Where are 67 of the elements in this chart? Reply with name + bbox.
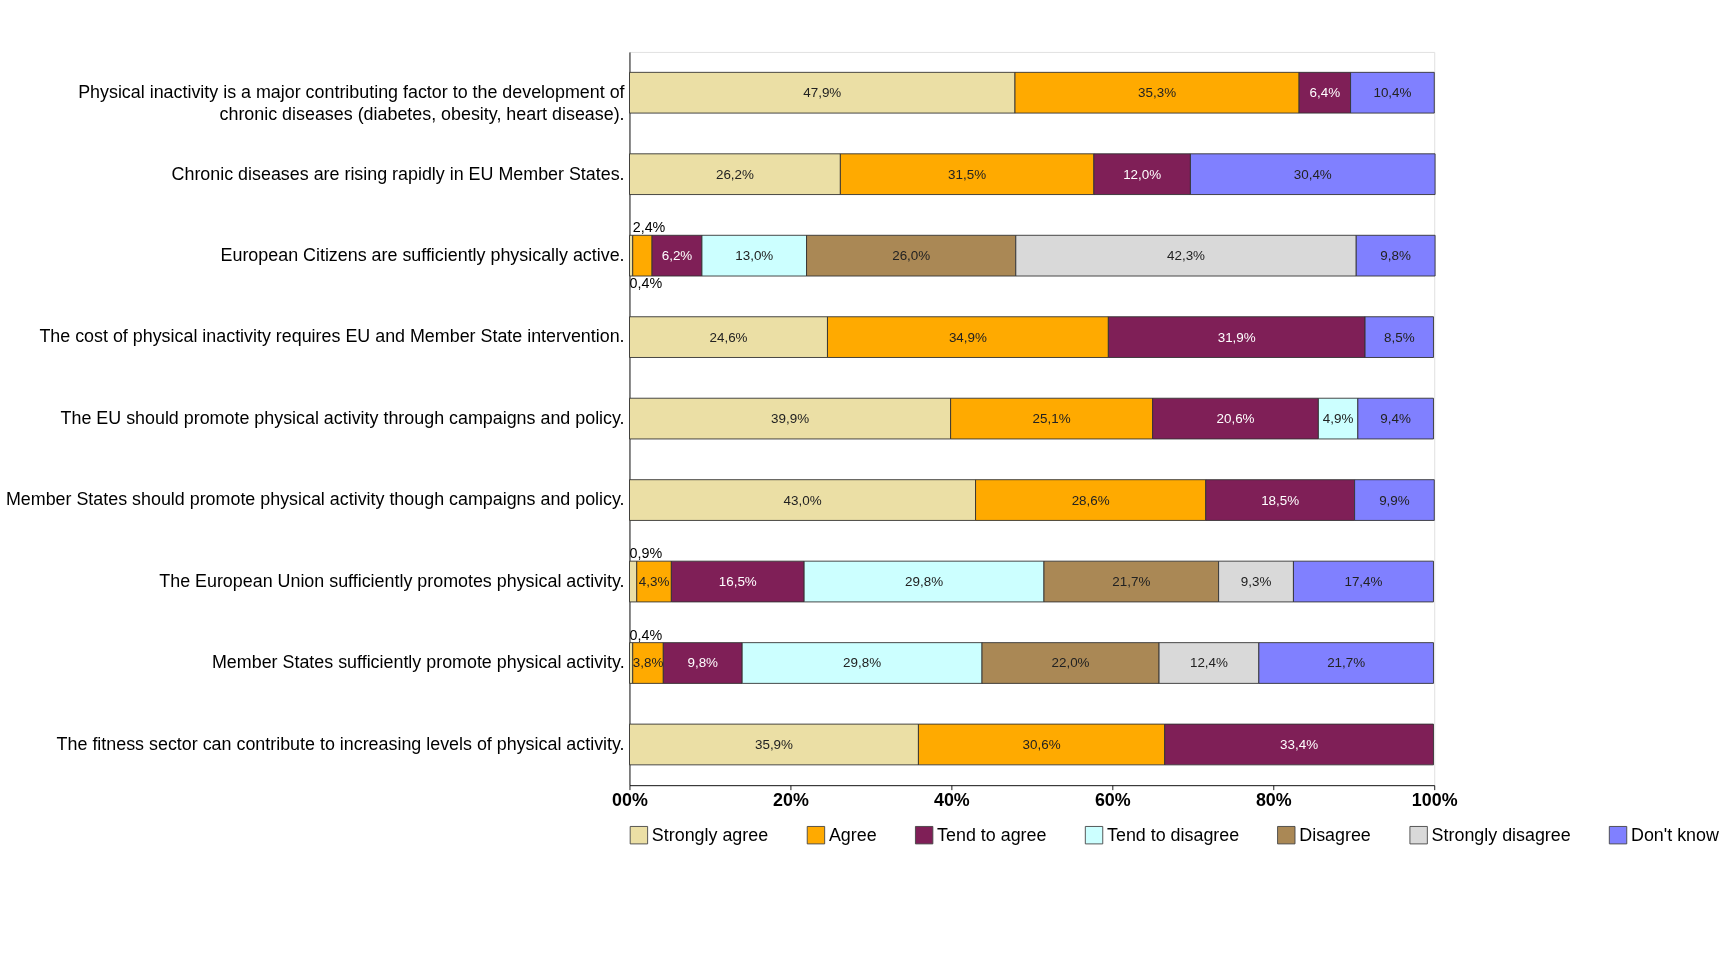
y-tick-label: The cost of physical inactivity requires EU and Member State intervention. [39, 326, 625, 347]
legend-label: Agree [828, 824, 877, 845]
data-label: 30,4% [1293, 166, 1332, 182]
data-label: 26,0% [892, 248, 931, 264]
y-tick-label: The EU should promote physical activity through campaigns and policy. [60, 407, 625, 428]
data-label: 25,1% [1032, 411, 1071, 427]
y-tick-label: The European Union sufficiently promotes physical activity. [159, 570, 625, 591]
x-tick-label: 00% [612, 790, 648, 811]
x-tick-label: 80% [1255, 790, 1292, 811]
data-label: 0,9% [629, 545, 663, 562]
data-label: 18,5% [1261, 492, 1300, 508]
data-label: 9,3% [1240, 574, 1272, 590]
x-tick-label: 20% [773, 790, 809, 811]
data-label: 6,2% [661, 248, 693, 264]
data-label: 12,0% [1123, 166, 1162, 182]
data-label: 3,8% [632, 655, 664, 671]
data-label: 12,4% [1189, 655, 1229, 671]
data-label: 9,9% [1379, 492, 1410, 508]
data-label: 24,6% [709, 329, 748, 345]
legend-label: Tend to agree [937, 824, 1047, 845]
data-label: 29,8% [843, 655, 882, 671]
data-label: 22,0% [1051, 655, 1090, 671]
y-tick-label: Chronic diseases are rising rapidly in EU Member States. [171, 163, 625, 184]
legend-label: Strongly disagree [1431, 824, 1571, 845]
y-tick-label: Member States sufficiently promote physical activity. [211, 652, 625, 673]
data-label: 43,0% [783, 492, 822, 508]
data-label: 42,3% [1167, 248, 1206, 264]
data-label: 0,4% [629, 274, 663, 291]
data-label: 4,9% [1322, 411, 1354, 427]
x-tick-label: 40% [933, 790, 970, 811]
data-label: 21,7% [1327, 655, 1366, 671]
x-tick-label: 60% [1094, 790, 1131, 811]
data-label: 35,9% [754, 736, 794, 752]
data-label: 35,3% [1138, 85, 1177, 101]
data-label: 28,6% [1071, 492, 1110, 508]
legend-label: Disagree [1299, 824, 1371, 845]
legend-label: Strongly agree [651, 824, 769, 845]
y-tick-label: Physical inactivity is a major contributing factor to the development of chronic diseases (diabetes, obesity, heart disease). [78, 82, 625, 125]
x-tick-label: 100% [1411, 790, 1458, 811]
y-tick-label: European Citizens are sufficiently physically active. [220, 245, 625, 266]
data-label: 6,4% [1309, 85, 1341, 101]
data-label: 4,3% [638, 574, 670, 590]
data-label: 9,8% [687, 655, 719, 671]
data-label: 34,9% [948, 329, 987, 345]
data-label: 9,4% [1380, 411, 1412, 427]
data-label: 8,5% [1383, 329, 1415, 345]
data-label: 2,4% [632, 219, 666, 236]
y-tick-label: The fitness sector can contribute to increasing levels of physical activity. [56, 733, 625, 754]
data-label: 13,0% [735, 248, 774, 264]
legend-label: Don't know [1631, 824, 1719, 845]
data-label: 26,2% [715, 166, 755, 182]
data-label: 33,4% [1280, 736, 1319, 752]
data-label: 16,5% [718, 574, 757, 590]
data-label: 30,6% [1022, 736, 1061, 752]
data-label: 31,5% [948, 166, 987, 182]
data-label: 20,6% [1216, 411, 1255, 427]
data-label: 21,7% [1112, 574, 1151, 590]
data-label: 0,4% [629, 626, 663, 643]
data-label: 17,4% [1344, 574, 1383, 590]
data-label: 39,9% [771, 411, 810, 427]
data-label: 31,9% [1217, 329, 1256, 345]
y-tick-label: Member States should promote physical activity though campaigns and policy. [5, 489, 625, 510]
data-label: 9,8% [1380, 248, 1412, 264]
data-label: 47,9% [803, 85, 842, 101]
legend-label: Tend to disagree [1107, 824, 1240, 845]
data-label: 29,8% [905, 574, 944, 590]
data-label: 10,4% [1373, 85, 1412, 101]
